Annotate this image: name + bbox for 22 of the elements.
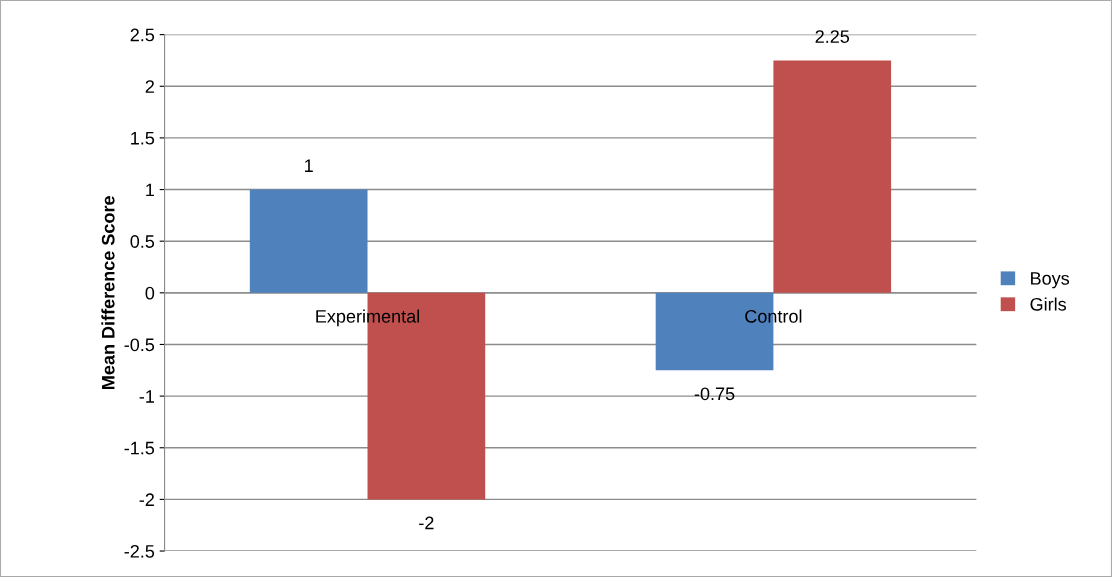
y-tick-label: 0 (145, 286, 155, 300)
y-tick-label: 2.5 (130, 28, 155, 42)
data-label: -0.75 (694, 387, 735, 401)
y-tick-label: 2 (145, 80, 154, 93)
data-label: -2 (419, 516, 434, 530)
data-label: 2.25 (815, 30, 850, 43)
data-label: 1 (305, 159, 313, 172)
bar (249, 189, 368, 293)
x-tick-label: Experimental (316, 309, 419, 327)
y-tick-label: -1 (139, 390, 154, 403)
y-tick-label: 1.5 (131, 132, 155, 145)
bar (773, 60, 892, 293)
y-tick-label: -2.5 (124, 544, 155, 558)
legend-label: Boys (1031, 272, 1070, 289)
y-tick-label: -2 (139, 493, 154, 506)
y-tick-label: 0.5 (130, 235, 155, 248)
x-tick-label: Control (745, 309, 802, 323)
legend-label: Girls (1030, 297, 1067, 311)
y-tick-label: -0.5 (124, 338, 155, 352)
y-tick-label: -1.5 (124, 441, 155, 455)
y-tick-label: 1 (146, 183, 154, 197)
y-axis-title: Mean Difference Score (101, 196, 115, 389)
